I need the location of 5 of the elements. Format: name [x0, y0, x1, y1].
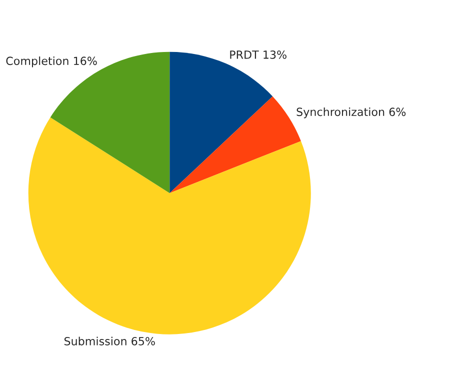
slice-label: Synchronization 6%: [296, 107, 406, 118]
slice-label: Submission 65%: [64, 336, 155, 346]
slice-label: PRDT 13%: [230, 50, 286, 59]
pie-slice: [28, 117, 311, 334]
slice-label: Completion 16%: [6, 56, 97, 68]
